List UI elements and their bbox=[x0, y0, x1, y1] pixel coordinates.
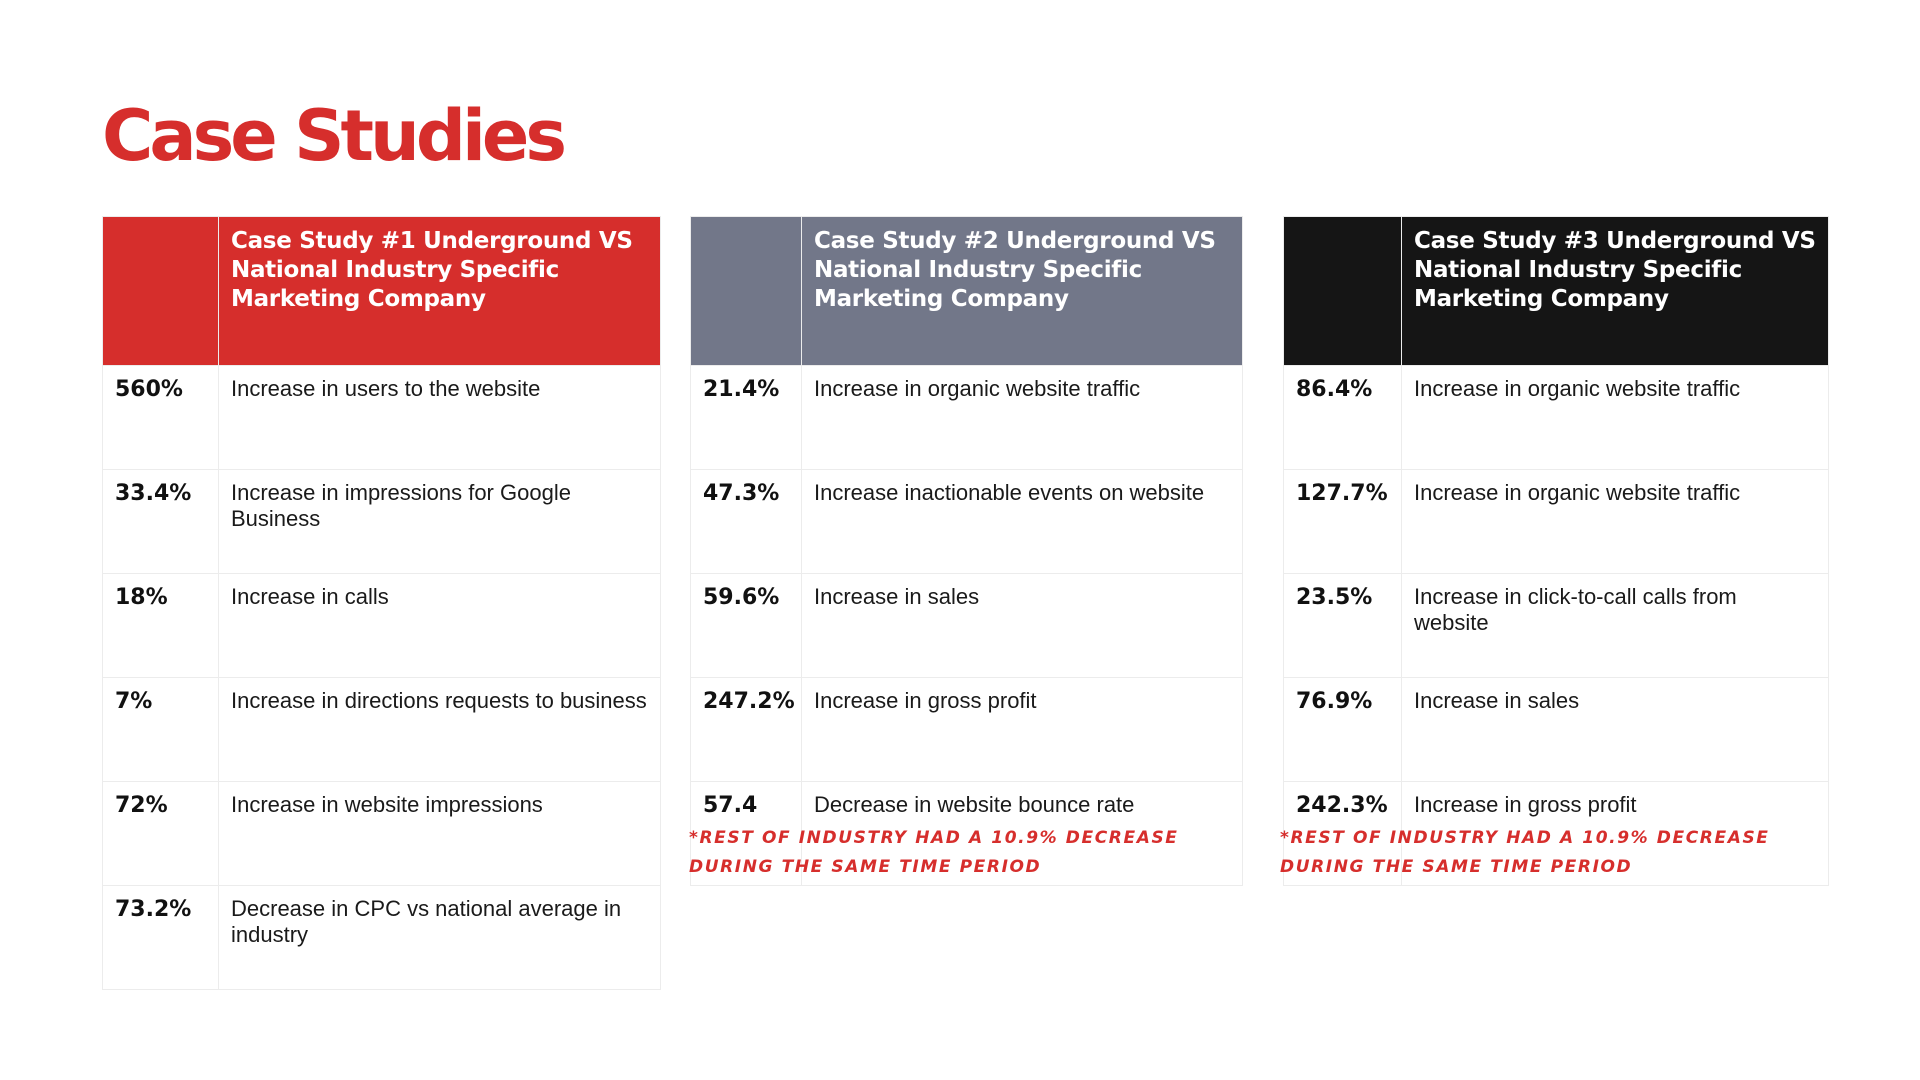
metric-description: Increase in users to the website bbox=[218, 365, 661, 470]
metric-value: 73.2% bbox=[102, 885, 219, 990]
metric-description: Decrease in CPC vs national average in i… bbox=[218, 885, 661, 990]
case-study-2-footnote: *REST OF INDUSTRY HAD A 10.9% DECREASE D… bbox=[689, 828, 1179, 877]
metric-description: Increase in gross profit bbox=[801, 677, 1243, 782]
case-study-2-heading: Case Study #2 Underground VS National In… bbox=[801, 216, 1243, 366]
case-study-1-heading: Case Study #1 Underground VS National In… bbox=[218, 216, 661, 366]
case-study-3-heading: Case Study #3 Underground VS National In… bbox=[1401, 216, 1829, 366]
metric-value: 18% bbox=[102, 573, 219, 678]
metric-value: 86.4% bbox=[1283, 365, 1402, 470]
case-study-2-table: Case Study #2 Underground VS National In… bbox=[690, 216, 1243, 886]
metric-value: 242.3% bbox=[1283, 781, 1402, 886]
metric-value: 33.4% bbox=[102, 469, 219, 574]
metric-description: Decrease in website bounce rate bbox=[801, 781, 1243, 886]
metric-description: Increase inactionable events on website bbox=[801, 469, 1243, 574]
metric-value: 560% bbox=[102, 365, 219, 470]
table-row: 73.2% Decrease in CPC vs national averag… bbox=[102, 885, 661, 990]
case-study-3-footnote: *REST OF INDUSTRY HAD A 10.9% DECREASE D… bbox=[1280, 828, 1770, 877]
table-row: 33.4% Increase in impressions for Google… bbox=[102, 469, 661, 574]
metric-value: 23.5% bbox=[1283, 573, 1402, 678]
metric-description: Increase in directions requests to busin… bbox=[218, 677, 661, 782]
metric-description: Increase in click-to-call calls from web… bbox=[1401, 573, 1829, 678]
table-row: 21.4% Increase in organic website traffi… bbox=[690, 365, 1243, 470]
metric-description: Increase in gross profit bbox=[1401, 781, 1829, 886]
case-study-1-table: Case Study #1 Underground VS National In… bbox=[102, 216, 661, 990]
table-row: 72% Increase in website impressions bbox=[102, 781, 661, 886]
metric-description: Increase in organic website traffic bbox=[801, 365, 1243, 470]
metric-value: 47.3% bbox=[690, 469, 802, 574]
table-row: 560% Increase in users to the website bbox=[102, 365, 661, 470]
table-row: 18% Increase in calls bbox=[102, 573, 661, 678]
table-row: 127.7% Increase in organic website traff… bbox=[1283, 469, 1829, 574]
table-row: 23.5% Increase in click-to-call calls fr… bbox=[1283, 573, 1829, 678]
case-study-3-table: Case Study #3 Underground VS National In… bbox=[1283, 216, 1829, 886]
table-row: 57.4 Decrease in website bounce rate bbox=[690, 781, 1243, 886]
metric-value: 21.4% bbox=[690, 365, 802, 470]
header-swatch bbox=[102, 216, 219, 366]
metric-description: Increase in impressions for Google Busin… bbox=[218, 469, 661, 574]
metric-value: 7% bbox=[102, 677, 219, 782]
metric-value: 72% bbox=[102, 781, 219, 886]
metric-value: 127.7% bbox=[1283, 469, 1402, 574]
table-header-row: Case Study #1 Underground VS National In… bbox=[102, 216, 661, 366]
metric-value: 57.4 bbox=[690, 781, 802, 886]
table-row: 247.2% Increase in gross profit bbox=[690, 677, 1243, 782]
table-header-row: Case Study #3 Underground VS National In… bbox=[1283, 216, 1829, 366]
metric-value: 59.6% bbox=[690, 573, 802, 678]
table-row: 59.6% Increase in sales bbox=[690, 573, 1243, 678]
table-row: 76.9% Increase in sales bbox=[1283, 677, 1829, 782]
header-swatch bbox=[690, 216, 802, 366]
metric-description: Increase in sales bbox=[1401, 677, 1829, 782]
table-row: 86.4% Increase in organic website traffi… bbox=[1283, 365, 1829, 470]
table-row: 242.3% Increase in gross profit bbox=[1283, 781, 1829, 886]
metric-description: Increase in sales bbox=[801, 573, 1243, 678]
metric-description: Increase in website impressions bbox=[218, 781, 661, 886]
header-swatch bbox=[1283, 216, 1402, 366]
metric-value: 247.2% bbox=[690, 677, 802, 782]
metric-value: 76.9% bbox=[1283, 677, 1402, 782]
table-row: 47.3% Increase inactionable events on we… bbox=[690, 469, 1243, 574]
metric-description: Increase in organic website traffic bbox=[1401, 469, 1829, 574]
metric-description: Increase in calls bbox=[218, 573, 661, 678]
metric-description: Increase in organic website traffic bbox=[1401, 365, 1829, 470]
table-row: 7% Increase in directions requests to bu… bbox=[102, 677, 661, 782]
table-header-row: Case Study #2 Underground VS National In… bbox=[690, 216, 1243, 366]
page-title: Case Studies bbox=[102, 95, 567, 177]
